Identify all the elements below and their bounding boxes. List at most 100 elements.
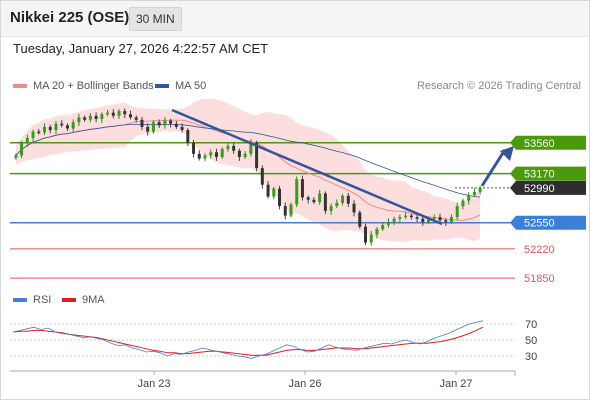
rsi-swatch-icon [13, 298, 27, 302]
candle [77, 113, 81, 127]
candle-body [260, 168, 264, 185]
candle [329, 203, 333, 215]
candle-body [306, 197, 310, 200]
candle [37, 128, 41, 135]
candle-body [106, 112, 110, 115]
candle-body [461, 200, 465, 207]
x-tick-label: Jan 23 [137, 378, 170, 390]
candle [449, 214, 453, 224]
legend-ma50: MA 50 [155, 80, 206, 92]
candle [260, 165, 264, 189]
ma20-swatch-icon [13, 84, 27, 88]
candle-body [163, 120, 167, 126]
candle [65, 123, 69, 132]
candle [146, 123, 150, 136]
candle [300, 175, 304, 201]
rsi-line [12, 320, 484, 359]
candle-body [438, 217, 442, 221]
candle-body [209, 152, 213, 156]
candle-body [467, 195, 471, 201]
timestamp: Tuesday, January 27, 2026 4:22:57 AM CET [13, 41, 269, 56]
timeframe-badge[interactable]: 30 MIN [129, 7, 182, 31]
rsi-tick-label: 50 [525, 335, 537, 347]
candle [214, 148, 218, 161]
candle-body [14, 155, 18, 158]
trend-line [171, 108, 443, 226]
projection-arrow-shaft [480, 148, 507, 187]
legend-ma50-label: MA 50 [175, 80, 207, 92]
candle-body [65, 125, 69, 129]
candle-body [174, 123, 178, 127]
candle-body [117, 111, 121, 116]
candle [386, 218, 390, 228]
candle [60, 120, 64, 128]
candle [283, 202, 287, 220]
candle-body [243, 153, 247, 157]
candle-body [455, 206, 459, 218]
candle-body [415, 217, 419, 219]
candle [43, 123, 47, 136]
chart-title: Nikkei 225 (OSE) [10, 9, 130, 26]
candle [243, 151, 247, 159]
candle-body [318, 193, 322, 203]
candle [237, 148, 241, 161]
candle [358, 210, 362, 229]
level-label-51850: 51850 [524, 273, 555, 285]
candle-body [409, 215, 413, 218]
candle [14, 153, 18, 160]
candle [369, 231, 373, 246]
candle [306, 195, 310, 204]
candle [197, 150, 201, 161]
candle-body [255, 142, 259, 169]
candle [478, 185, 482, 195]
candle-body [169, 120, 173, 124]
level-label-52990-box [510, 180, 586, 195]
rsi-ma-swatch-icon [62, 298, 76, 302]
candle [100, 112, 104, 123]
candle-body [381, 225, 385, 230]
candle [20, 140, 24, 159]
level-label-52550: 52550 [524, 218, 555, 230]
candle-body [146, 126, 150, 132]
candle [461, 198, 465, 210]
candle-body [203, 155, 207, 159]
candle-body [48, 126, 52, 131]
candle-body [249, 142, 253, 154]
candle [444, 218, 448, 226]
candle [375, 227, 379, 239]
candle-body [123, 111, 127, 115]
credit-text: Research © 2026 Trading Central [416, 80, 581, 92]
level-label-53560-box [510, 135, 586, 150]
candle-body [232, 145, 236, 151]
candle [157, 119, 161, 128]
candle-body [71, 122, 75, 129]
candle-body [129, 114, 132, 118]
candle-body [283, 206, 287, 216]
candle-body [100, 114, 104, 119]
level-label-53560: 53560 [524, 138, 555, 150]
candle [163, 117, 167, 129]
candle [404, 212, 408, 220]
candle-body [134, 117, 138, 120]
candle [88, 113, 92, 123]
candle [94, 112, 98, 123]
candle [83, 115, 87, 122]
candle-body [197, 153, 201, 159]
candle-body [157, 122, 161, 126]
candle-body [444, 220, 448, 222]
candle [278, 185, 282, 210]
candle-body [272, 188, 276, 197]
candle [415, 214, 419, 222]
candle [341, 193, 345, 206]
candle-body [31, 131, 35, 138]
candle [220, 147, 224, 159]
candle-body [214, 152, 218, 157]
header-bar: Nikkei 225 (OSE) 30 MIN [0, 0, 590, 37]
level-label-52220: 52220 [524, 244, 555, 256]
candle-body [88, 115, 92, 120]
candle-body [111, 112, 115, 116]
candle [295, 176, 299, 208]
